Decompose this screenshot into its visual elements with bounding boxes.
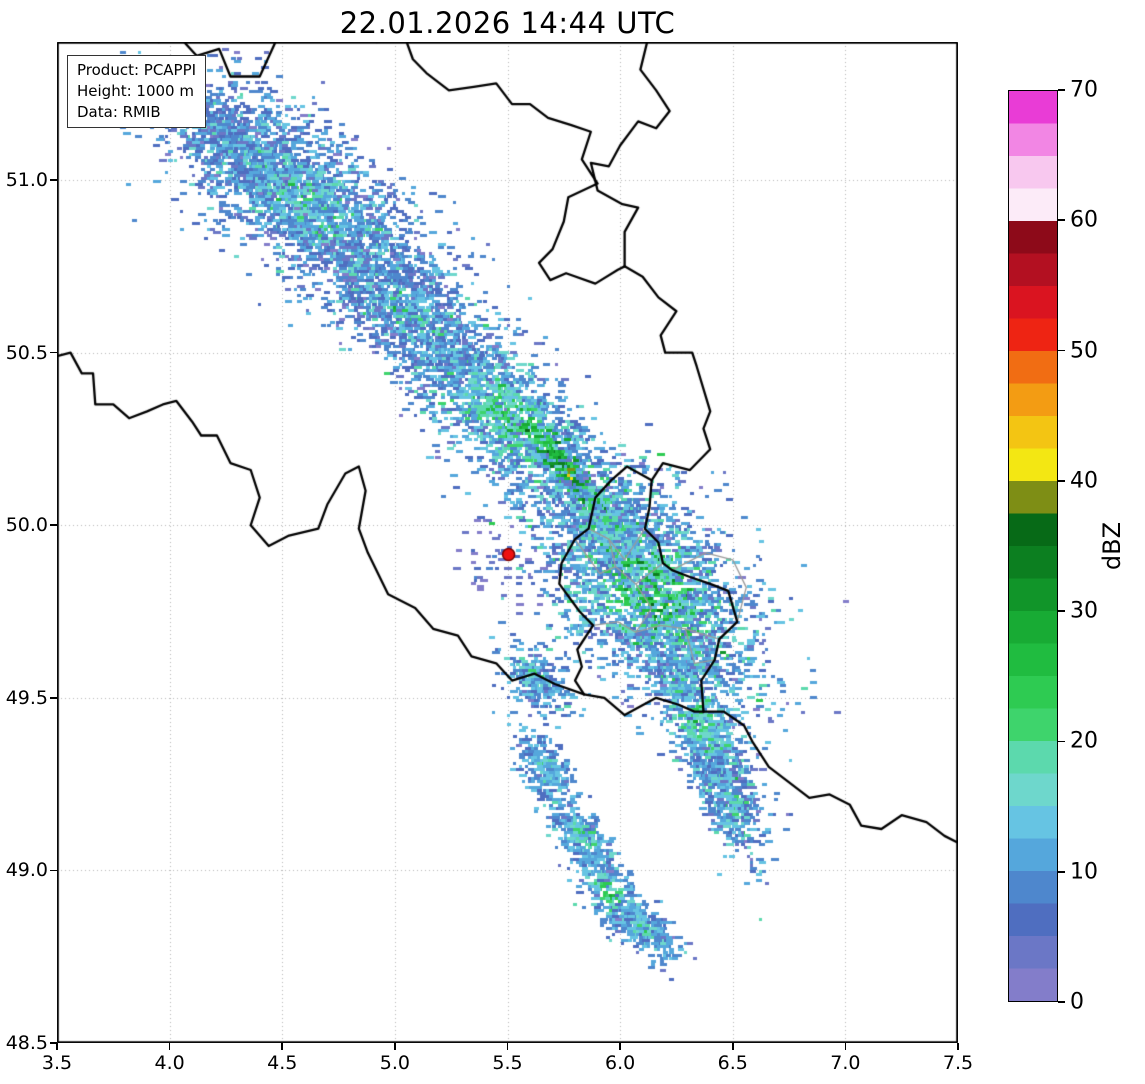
- colorbar-tick-label: 20: [1070, 728, 1098, 754]
- x-tick-mark: [619, 1043, 621, 1050]
- colorbar-tick-mark: [1058, 740, 1065, 743]
- x-tick-label: 6.0: [605, 1052, 636, 1074]
- y-tick-label: 51.0: [5, 169, 48, 192]
- y-tick-mark: [50, 1042, 57, 1044]
- info-height-line: Height: 1000 m: [77, 82, 194, 100]
- colorbar-tick-label: 70: [1070, 77, 1098, 103]
- colorbar-tick-mark: [1058, 480, 1065, 482]
- y-tick-label: 50.5: [5, 341, 48, 364]
- y-tick-mark: [50, 351, 57, 354]
- info-product-line: Product: PCAPPI: [77, 61, 197, 79]
- x-tick-label: 4.0: [154, 1052, 185, 1074]
- radar-map-canvas: [57, 42, 958, 1043]
- x-tick-label: 6.5: [717, 1052, 748, 1074]
- x-tick-label: 5.5: [492, 1052, 523, 1074]
- colorbar-tick-mark: [1058, 870, 1065, 873]
- x-tick-label: 3.5: [41, 1052, 73, 1074]
- x-tick-mark: [844, 1043, 847, 1050]
- figure-title: 22.01.2026 14:44 UTC: [339, 6, 676, 40]
- colorbar-tick-mark: [1058, 1001, 1065, 1003]
- y-tick-label: 49.0: [5, 859, 48, 882]
- colorbar-tick-label: 50: [1070, 338, 1098, 364]
- colorbar: [1008, 90, 1058, 1002]
- colorbar-tick-mark: [1058, 89, 1065, 91]
- x-tick-mark: [731, 1043, 734, 1050]
- x-tick-label: 4.5: [267, 1052, 298, 1074]
- y-tick-label: 49.5: [5, 686, 48, 709]
- x-tick-label: 7.5: [942, 1052, 974, 1074]
- colorbar-tick-label: 60: [1070, 207, 1098, 233]
- x-tick-label: 5.0: [379, 1052, 410, 1074]
- x-tick-mark: [281, 1043, 284, 1050]
- x-tick-mark: [394, 1043, 396, 1050]
- colorbar-tick-mark: [1058, 219, 1065, 222]
- product-info-box: Product: PCAPPI Height: 1000 m Data: RMI…: [67, 55, 207, 128]
- colorbar-tick-mark: [1058, 610, 1065, 612]
- colorbar-label: dBZ: [1098, 521, 1126, 571]
- colorbar-tick-label: 30: [1070, 598, 1098, 624]
- colorbar-tick-label: 0: [1070, 989, 1084, 1015]
- x-tick-mark: [168, 1043, 171, 1050]
- y-tick-label: 50.0: [5, 514, 48, 537]
- x-tick-mark: [506, 1043, 509, 1050]
- colorbar-tick-mark: [1058, 349, 1065, 352]
- x-tick-label: 7.0: [830, 1052, 861, 1074]
- y-tick-mark: [50, 869, 57, 872]
- colorbar-tick-label: 40: [1070, 468, 1098, 494]
- x-tick-mark: [957, 1043, 959, 1050]
- y-tick-mark: [50, 524, 57, 527]
- info-data-line: Data: RMIB: [77, 103, 161, 121]
- y-tick-mark: [50, 697, 57, 699]
- colorbar-tick-label: 10: [1070, 859, 1098, 885]
- map-plot: Product: PCAPPI Height: 1000 m Data: RMI…: [57, 42, 958, 1043]
- y-tick-label: 48.5: [5, 1032, 48, 1054]
- x-tick-mark: [56, 1043, 58, 1050]
- y-tick-mark: [50, 179, 57, 181]
